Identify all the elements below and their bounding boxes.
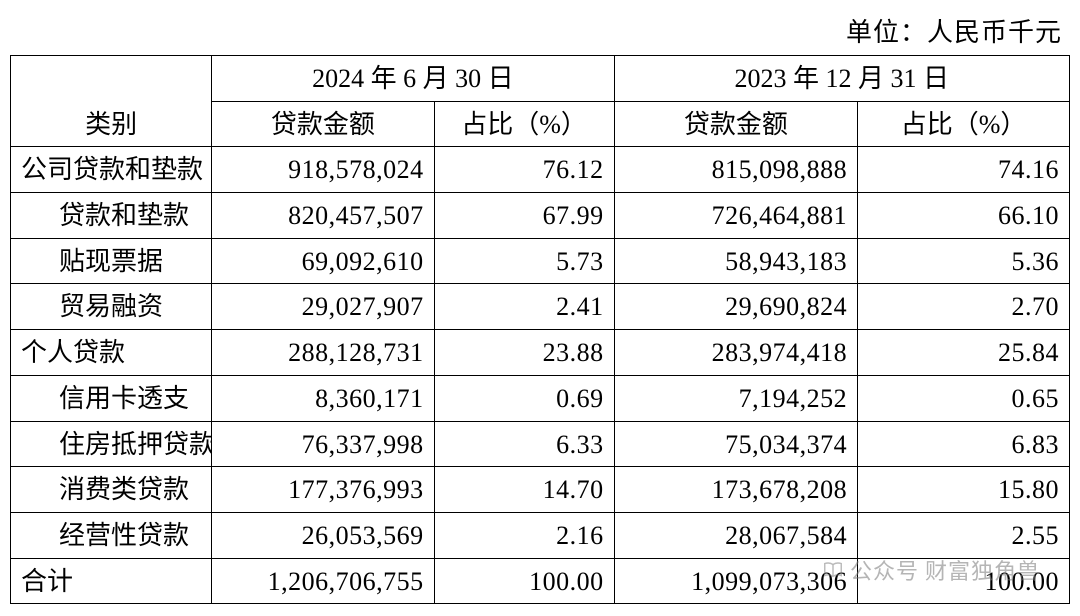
cell-p1-pct: 2.41 [434, 284, 614, 330]
cell-p2-amount: 7,194,252 [614, 375, 858, 421]
table-row: 消费类贷款177,376,99314.70173,678,20815.80 [11, 467, 1070, 513]
cell-p1-amount: 76,337,998 [212, 421, 434, 467]
cell-p2-amount: 283,974,418 [614, 330, 858, 376]
row-label: 信用卡透支 [11, 375, 212, 421]
col-category-header: 类别 [11, 56, 212, 147]
row-label: 经营性贷款 [11, 512, 212, 558]
cell-p1-amount: 918,578,024 [212, 147, 434, 193]
col-p1-amount-header: 贷款金额 [212, 101, 434, 147]
table-row: 贸易融资29,027,9072.4129,690,8242.70 [11, 284, 1070, 330]
row-label: 合计 [11, 558, 212, 604]
table-row: 信用卡透支8,360,1710.697,194,2520.65 [11, 375, 1070, 421]
cell-p2-pct: 25.84 [858, 330, 1070, 376]
table-header-row-1: 类别 2024 年 6 月 30 日 2023 年 12 月 31 日 [11, 56, 1070, 102]
cell-p1-pct: 100.00 [434, 558, 614, 604]
cell-p1-pct: 0.69 [434, 375, 614, 421]
cell-p1-amount: 1,206,706,755 [212, 558, 434, 604]
row-label: 贴现票据 [11, 238, 212, 284]
cell-p1-amount: 69,092,610 [212, 238, 434, 284]
cell-p1-pct: 23.88 [434, 330, 614, 376]
cell-p1-pct: 14.70 [434, 467, 614, 513]
cell-p2-pct: 5.36 [858, 238, 1070, 284]
cell-p2-amount: 1,099,073,306 [614, 558, 858, 604]
cell-p2-amount: 58,943,183 [614, 238, 858, 284]
row-label: 住房抵押贷款 [11, 421, 212, 467]
cell-p1-amount: 29,027,907 [212, 284, 434, 330]
col-p2-pct-header: 占比（%） [858, 101, 1070, 147]
row-label: 公司贷款和垫款 [11, 147, 212, 193]
table-row: 贷款和垫款820,457,50767.99726,464,88166.10 [11, 193, 1070, 239]
cell-p1-pct: 2.16 [434, 512, 614, 558]
col-period2-header: 2023 年 12 月 31 日 [614, 56, 1069, 102]
cell-p2-pct: 6.83 [858, 421, 1070, 467]
table-row: 公司贷款和垫款918,578,02476.12815,098,88874.16 [11, 147, 1070, 193]
cell-p2-pct: 2.55 [858, 512, 1070, 558]
cell-p2-pct: 100.00 [858, 558, 1070, 604]
cell-p2-pct: 0.65 [858, 375, 1070, 421]
table-row: 合计1,206,706,755100.001,099,073,306100.00 [11, 558, 1070, 604]
cell-p2-amount: 726,464,881 [614, 193, 858, 239]
table-row: 个人贷款288,128,73123.88283,974,41825.84 [11, 330, 1070, 376]
cell-p2-amount: 75,034,374 [614, 421, 858, 467]
row-label: 消费类贷款 [11, 467, 212, 513]
col-p1-pct-header: 占比（%） [434, 101, 614, 147]
loan-structure-table: 类别 2024 年 6 月 30 日 2023 年 12 月 31 日 贷款金额… [10, 55, 1070, 604]
cell-p2-pct: 66.10 [858, 193, 1070, 239]
cell-p1-amount: 288,128,731 [212, 330, 434, 376]
row-label: 贸易融资 [11, 284, 212, 330]
cell-p2-pct: 2.70 [858, 284, 1070, 330]
cell-p1-pct: 76.12 [434, 147, 614, 193]
cell-p2-pct: 74.16 [858, 147, 1070, 193]
row-label: 个人贷款 [11, 330, 212, 376]
cell-p2-amount: 173,678,208 [614, 467, 858, 513]
table-row: 经营性贷款26,053,5692.1628,067,5842.55 [11, 512, 1070, 558]
cell-p1-pct: 5.73 [434, 238, 614, 284]
cell-p2-amount: 815,098,888 [614, 147, 858, 193]
table-row: 住房抵押贷款76,337,9986.3375,034,3746.83 [11, 421, 1070, 467]
cell-p1-amount: 820,457,507 [212, 193, 434, 239]
cell-p2-amount: 28,067,584 [614, 512, 858, 558]
unit-label: 单位：人民币千元 [10, 12, 1070, 55]
cell-p1-pct: 67.99 [434, 193, 614, 239]
table-row: 贴现票据69,092,6105.7358,943,1835.36 [11, 238, 1070, 284]
col-p2-amount-header: 贷款金额 [614, 101, 858, 147]
row-label: 贷款和垫款 [11, 193, 212, 239]
cell-p2-amount: 29,690,824 [614, 284, 858, 330]
col-period1-header: 2024 年 6 月 30 日 [212, 56, 614, 102]
cell-p2-pct: 15.80 [858, 467, 1070, 513]
cell-p1-pct: 6.33 [434, 421, 614, 467]
cell-p1-amount: 8,360,171 [212, 375, 434, 421]
cell-p1-amount: 177,376,993 [212, 467, 434, 513]
cell-p1-amount: 26,053,569 [212, 512, 434, 558]
